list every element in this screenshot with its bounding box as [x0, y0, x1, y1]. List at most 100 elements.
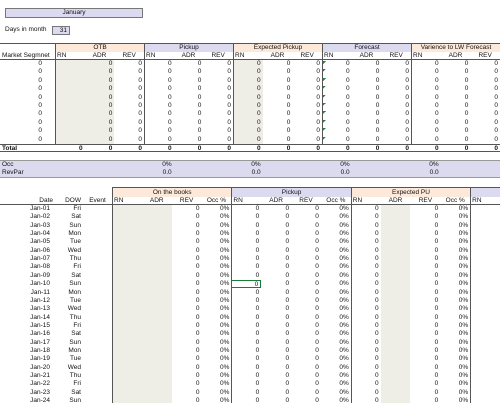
total-cell[interactable]: 0 — [322, 144, 352, 152]
cell[interactable]: 0 — [405, 118, 409, 126]
date-cell[interactable]: Jan-04 — [30, 230, 50, 238]
cell[interactable]: 0% — [339, 355, 349, 363]
dow-cell[interactable]: Sun — [69, 338, 81, 346]
total-cell[interactable]: 0 — [470, 144, 500, 152]
total-cell[interactable]: 0 — [233, 144, 263, 152]
dow-cell[interactable]: Sat — [71, 213, 81, 221]
dow-cell[interactable]: Sat — [71, 388, 81, 396]
cell[interactable]: 0 — [434, 205, 439, 212]
cell[interactable]: 0 — [108, 93, 113, 101]
cell[interactable]: 0 — [435, 93, 439, 101]
cell[interactable]: 0% — [339, 305, 349, 313]
cell[interactable]: 0 — [255, 230, 260, 238]
cell[interactable]: 0 — [285, 288, 290, 296]
cell[interactable]: 0 — [38, 60, 42, 67]
cell[interactable]: 0 — [405, 110, 409, 118]
cell[interactable]: 0% — [219, 313, 230, 321]
cell[interactable]: 0 — [434, 230, 439, 238]
total-cell[interactable]: 0 — [144, 144, 174, 152]
cell[interactable]: 0 — [346, 68, 350, 76]
date-cell[interactable]: Jan-11 — [30, 288, 50, 296]
cell[interactable]: 0 — [197, 60, 202, 67]
cell[interactable]: 0% — [458, 346, 469, 354]
total-cell[interactable]: 0 — [114, 144, 144, 152]
cell[interactable]: 0 — [285, 388, 290, 396]
total-cell[interactable]: 0 — [84, 144, 115, 152]
cell[interactable]: 0 — [435, 76, 439, 84]
dow-cell[interactable]: Sat — [71, 271, 81, 279]
date-cell[interactable]: Jan-17 — [30, 338, 50, 346]
cell[interactable]: 0 — [108, 127, 113, 135]
cell[interactable]: 0% — [458, 288, 469, 296]
cell[interactable]: 0 — [138, 68, 142, 76]
cell[interactable]: 0 — [195, 271, 200, 279]
cell[interactable]: 0 — [316, 85, 320, 93]
cell[interactable]: 0 — [195, 221, 200, 229]
cell[interactable]: 0 — [405, 85, 409, 93]
cell[interactable]: 0 — [374, 321, 379, 329]
cell[interactable]: 0 — [405, 76, 409, 84]
cell[interactable]: 0 — [405, 60, 409, 67]
date-cell[interactable]: Jan-03 — [30, 221, 50, 229]
cell[interactable]: 0 — [195, 213, 200, 221]
cell[interactable]: 0 — [375, 68, 380, 76]
cell[interactable]: 0 — [227, 102, 231, 109]
cell[interactable]: 0% — [339, 372, 349, 379]
cell[interactable]: 0% — [219, 338, 230, 346]
cell[interactable]: 0 — [195, 305, 200, 313]
cell[interactable]: 0 — [168, 127, 172, 135]
cell[interactable]: 0 — [195, 230, 200, 238]
cell[interactable]: 0 — [315, 313, 319, 321]
cell[interactable]: 0 — [405, 93, 409, 101]
cell[interactable]: 0 — [434, 380, 439, 388]
cell[interactable]: 0 — [374, 205, 379, 212]
cell[interactable]: 0% — [458, 330, 469, 338]
date-cell[interactable]: Jan-15 — [30, 321, 50, 329]
cell[interactable]: 0 — [434, 346, 439, 354]
total-cell[interactable]: 0 — [262, 144, 293, 152]
cell[interactable]: 0 — [197, 110, 202, 118]
cell[interactable]: 0 — [197, 127, 202, 135]
cell[interactable]: 0 — [316, 93, 320, 101]
cell[interactable]: 0 — [405, 68, 409, 76]
date-cell[interactable]: Jan-09 — [30, 271, 50, 279]
cell[interactable]: 0 — [257, 85, 261, 93]
cell[interactable]: 0 — [435, 127, 439, 135]
cell[interactable]: 0 — [285, 313, 290, 321]
cell[interactable]: 0 — [255, 296, 260, 304]
cell[interactable]: 0 — [494, 60, 498, 67]
cell[interactable]: 0% — [458, 221, 469, 229]
cell[interactable]: 0 — [197, 76, 202, 84]
cell[interactable]: 0 — [286, 102, 291, 109]
cell[interactable]: 0% — [458, 397, 469, 403]
cell[interactable]: 0 — [315, 238, 319, 246]
cell[interactable]: 0 — [464, 135, 469, 143]
cell[interactable]: 0 — [108, 85, 113, 93]
cell[interactable]: 0 — [257, 118, 261, 126]
cell[interactable]: 0% — [219, 363, 230, 371]
cell[interactable]: 0 — [494, 85, 498, 93]
cell[interactable]: 0 — [227, 60, 231, 67]
cell[interactable]: 0 — [315, 296, 319, 304]
cell[interactable]: 0 — [315, 380, 319, 388]
cell[interactable]: 0 — [195, 205, 200, 212]
cell[interactable]: 0 — [405, 135, 409, 143]
cell[interactable]: 0% — [339, 313, 349, 321]
occ-cell[interactable]: 0% — [251, 161, 261, 168]
cell[interactable]: 0 — [286, 68, 291, 76]
cell[interactable]: 0% — [458, 246, 469, 254]
cell[interactable]: 0 — [168, 110, 172, 118]
dow-cell[interactable]: Tue — [70, 296, 81, 304]
cell[interactable]: 0 — [315, 288, 319, 296]
cell[interactable]: 0 — [255, 321, 260, 329]
cell[interactable]: 0 — [435, 118, 439, 126]
cell[interactable]: 0 — [346, 60, 350, 67]
date-cell[interactable]: Jan-20 — [30, 363, 50, 371]
cell[interactable]: 0 — [286, 118, 291, 126]
cell[interactable]: 0 — [285, 363, 290, 371]
cell[interactable]: 0 — [108, 102, 113, 109]
cell[interactable]: 0 — [346, 85, 350, 93]
cell[interactable]: 0 — [257, 135, 261, 143]
cell[interactable]: 0% — [339, 213, 349, 221]
occ-cell[interactable]: 0% — [340, 161, 350, 168]
